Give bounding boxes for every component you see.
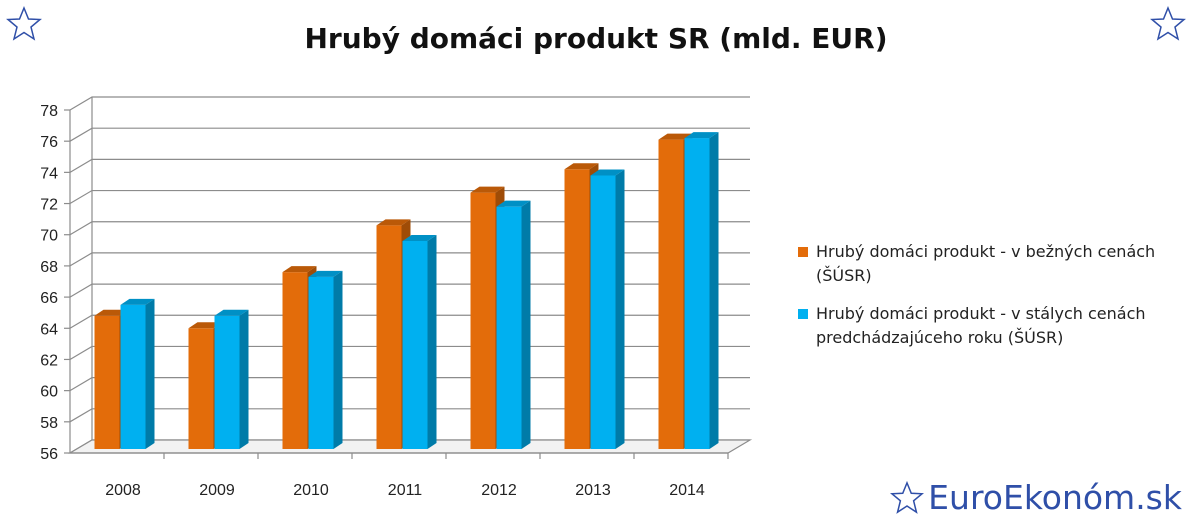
bar	[214, 309, 249, 449]
bar	[590, 169, 625, 449]
y-tick-label: 66	[40, 290, 58, 307]
y-tick-label: 68	[40, 259, 58, 276]
bar	[496, 200, 531, 449]
x-tick-label: 2008	[105, 482, 141, 499]
y-tick-label: 62	[40, 352, 58, 369]
y-tick-label: 58	[40, 415, 58, 432]
bar	[684, 132, 719, 449]
y-tick-label: 70	[40, 228, 58, 245]
gridline	[69, 127, 750, 142]
y-tick-label: 76	[40, 134, 58, 151]
bars	[94, 132, 719, 449]
y-tick-label: 64	[40, 321, 58, 338]
x-tick-label: 2012	[481, 482, 517, 499]
y-tick-label: 56	[40, 446, 58, 463]
bar	[308, 270, 343, 449]
legend-label-constant-prices: Hrubý domáci produkt - v stálych cenách …	[816, 304, 1146, 347]
x-tick-label: 2014	[669, 482, 705, 499]
bar	[402, 234, 437, 449]
legend-swatch-constant-prices	[798, 309, 808, 319]
x-tick-labels: 2008 2009 2010 2011 2012 2013 2014	[105, 482, 705, 499]
y-tick-label: 72	[40, 197, 58, 214]
x-tick-label: 2013	[575, 482, 611, 499]
y-tick-labels: 56 58 60 62 64 66 68 70 72 74 76 78	[40, 103, 58, 463]
x-tick-label: 2009	[199, 482, 235, 499]
gridline	[69, 189, 750, 205]
legend: Hrubý domáci produkt - v bežných cenách …	[798, 240, 1188, 364]
gridline	[69, 96, 750, 111]
bar	[120, 298, 155, 449]
star-outline-icon	[890, 480, 925, 514]
y-tick-label: 60	[40, 384, 58, 401]
legend-swatch-current-prices	[798, 247, 808, 257]
legend-label-current-prices: Hrubý domáci produkt - v bežných cenách …	[816, 242, 1156, 285]
star-outline-icon	[6, 6, 42, 41]
x-tick-label: 2011	[388, 482, 423, 499]
y-tick-label: 78	[40, 103, 58, 120]
legend-item-current-prices: Hrubý domáci produkt - v bežných cenách …	[798, 240, 1188, 288]
star-outline-icon	[1150, 6, 1186, 41]
side-wall	[69, 97, 93, 454]
legend-item-constant-prices: Hrubý domáci produkt - v stálych cenách …	[798, 302, 1188, 350]
gridline	[69, 158, 750, 173]
x-tick-label: 2010	[293, 482, 329, 499]
brand-text: EuroEkonóm.sk	[928, 478, 1182, 517]
chart-title: Hrubý domáci produkt SR (mld. EUR)	[304, 22, 888, 55]
brand-logo: EuroEkonóm.sk	[890, 478, 1182, 517]
y-tick-label: 74	[40, 165, 58, 182]
